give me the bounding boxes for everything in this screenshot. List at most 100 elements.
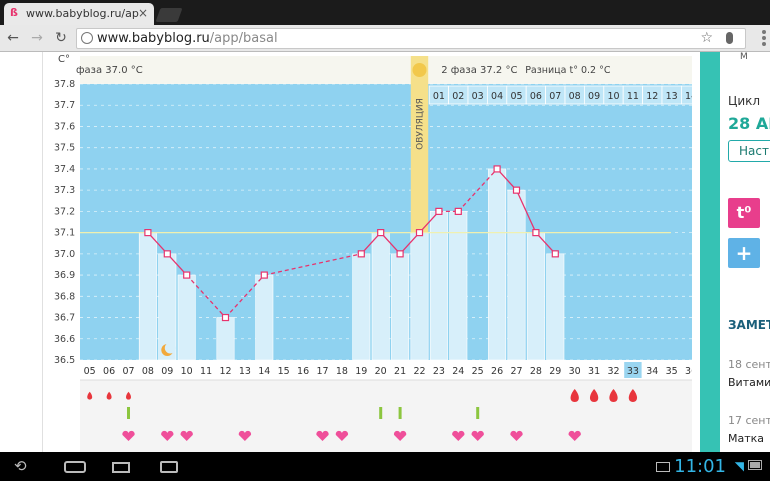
bookmark-star-icon[interactable]: ☆	[700, 30, 713, 46]
heart-icon	[316, 430, 329, 441]
post-ovulation-day-label: 05	[510, 91, 522, 102]
day-label: 27	[510, 366, 522, 377]
day-label: 31	[588, 366, 600, 377]
temperature-button[interactable]: t⁰	[728, 198, 760, 228]
temperature-point	[512, 186, 521, 194]
home-icon[interactable]	[64, 461, 86, 473]
temperature-bar	[546, 253, 565, 361]
day-label: 29	[549, 366, 561, 377]
ovulation-label: ОВУЛЯЦИЯ	[416, 98, 426, 150]
day-label: 18	[336, 366, 348, 377]
temperature-bar	[429, 211, 448, 361]
globe-icon	[81, 32, 93, 44]
marker-rows	[80, 380, 701, 452]
y-tick-label: 37.8	[54, 79, 75, 90]
temperature-line-segment	[225, 274, 265, 318]
temperature-bar	[488, 168, 507, 361]
phase1-label: фаза 37.0 °C	[76, 65, 143, 76]
temperature-diff-label: Разница t° 0.2 °C	[525, 65, 611, 76]
post-ovulation-day-label: 03	[472, 91, 484, 102]
post-ovulation-day-label: 12	[646, 91, 658, 102]
temperature-point	[357, 250, 365, 258]
day-label: 17	[316, 366, 328, 377]
forward-arrow-icon[interactable]: →	[31, 30, 43, 46]
blood-drop-icon	[570, 389, 579, 402]
cycle-label: Цикл	[728, 94, 761, 108]
day-label: 14	[258, 366, 270, 377]
temperature-bar	[255, 274, 274, 361]
note-text[interactable]: Витами	[728, 376, 770, 389]
temperature-bar	[410, 232, 429, 361]
day-label: 15	[278, 366, 290, 377]
browser-menu-icon[interactable]	[762, 30, 766, 46]
sun-icon	[412, 63, 427, 77]
camera-icon[interactable]	[160, 461, 178, 473]
chart-svg: 36.5 36.6 36.7 36.8 36.9 37.0 37.1 37.2 37.3 37.4…	[52, 52, 702, 452]
add-button[interactable]: +	[728, 238, 760, 268]
green-mark-icon	[127, 407, 130, 419]
temperature-point	[435, 207, 443, 215]
heart-icon	[452, 430, 465, 441]
temperature-point	[454, 207, 462, 215]
day-label: 23	[433, 366, 445, 377]
temperature-bar	[371, 232, 390, 361]
post-ovulation-day-label: 07	[549, 91, 561, 102]
url-host: www.babyblog.ru	[97, 31, 210, 46]
day-label: 36	[685, 366, 692, 377]
cycle-date: 28 АП	[728, 114, 770, 133]
tab-close-icon[interactable]: ×	[137, 6, 148, 20]
heart-icon	[238, 430, 252, 441]
blood-drop-icon	[609, 389, 618, 402]
temperature-point	[377, 229, 385, 237]
day-label: 21	[394, 366, 406, 377]
post-ovulation-day-label: 11	[627, 91, 639, 102]
heart-icon	[335, 430, 349, 441]
green-mark-icon	[476, 407, 480, 419]
current-day-highlight	[624, 362, 642, 378]
tab-title: www.babyblog.ru/ap	[26, 7, 139, 20]
temperature-line-segment	[264, 253, 362, 276]
note-text[interactable]: Матка	[728, 432, 765, 445]
day-label: 22	[413, 366, 425, 377]
y-tick-label: 37.5	[54, 143, 75, 154]
day-label: 35	[666, 366, 678, 377]
back-icon[interactable]: ⟲	[14, 457, 27, 475]
battery-icon	[748, 460, 762, 470]
day-label: 26	[491, 366, 503, 377]
y-tick-label: 37.6	[54, 121, 75, 132]
y-tick-label: 36.7	[54, 313, 75, 324]
heart-icon	[568, 430, 581, 441]
browser-toolbar: ← → ↻ www.babyblog.ru/app/basal ☆	[0, 25, 770, 52]
blood-drop-icon	[589, 389, 599, 402]
settings-button[interactable]: Наст	[728, 140, 770, 162]
temperature-point	[163, 250, 171, 258]
reload-icon[interactable]: ↻	[55, 30, 67, 46]
microphone-icon[interactable]	[726, 32, 733, 44]
right-panel: М Цикл 28 АП Наст t⁰ + ЗАМЕТ 18 сент Вит…	[700, 52, 770, 452]
y-unit-label: C°	[58, 54, 70, 65]
temperature-bar	[216, 317, 235, 361]
new-tab-button[interactable]	[155, 8, 183, 22]
temperature-bar	[138, 232, 157, 361]
browser-tab[interactable]: ß www.babyblog.ru/ap ×	[4, 3, 154, 25]
temperature-point	[183, 271, 191, 279]
day-label: 07	[122, 366, 134, 377]
note-date: 18 сент	[728, 358, 770, 371]
basal-temperature-chart: 36.5 36.6 36.7 36.8 36.9 37.0 37.1 37.2 37.3 37.4…	[52, 52, 702, 452]
notes-heading: ЗАМЕТ	[728, 318, 770, 332]
day-label: 28	[530, 366, 542, 377]
post-ovulation-day-label: 02	[452, 91, 464, 102]
y-tick-label: 37.0	[54, 249, 75, 260]
heart-icon	[122, 430, 135, 441]
address-bar[interactable]: www.babyblog.ru/app/basal ☆	[76, 28, 746, 49]
heart-icon	[161, 430, 174, 441]
notification-icon	[656, 462, 670, 472]
green-mark-icon	[379, 407, 383, 419]
temperature-point	[532, 229, 540, 237]
back-arrow-icon[interactable]: ←	[7, 30, 19, 46]
temperature-point	[415, 229, 424, 237]
recents-icon[interactable]	[112, 462, 130, 473]
blood-drop-icon	[87, 391, 93, 400]
day-label: 10	[181, 366, 193, 377]
day-label: 33	[627, 366, 639, 377]
